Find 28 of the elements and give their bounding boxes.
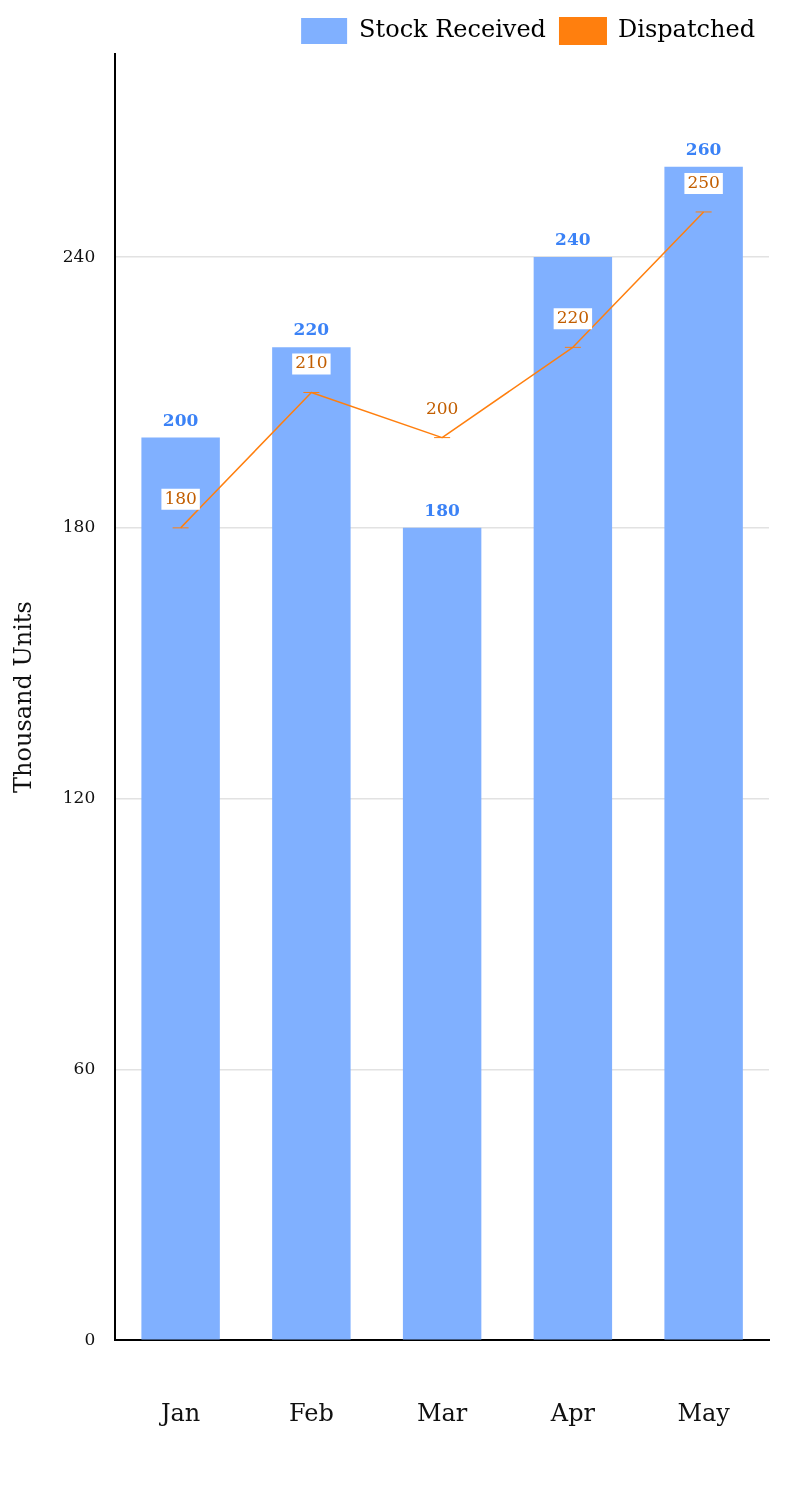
data-label: 260	[685, 138, 722, 159]
data-label: 200	[162, 409, 199, 430]
y-tick-label: 180	[62, 516, 96, 537]
y-tick-label: 60	[73, 1057, 96, 1078]
data-label: 250	[687, 171, 720, 192]
y-tick-label: 0	[84, 1328, 96, 1349]
x-tick-label: Feb	[288, 1398, 334, 1427]
x-tick-label: Jan	[157, 1398, 201, 1427]
data-label: 220	[293, 319, 330, 340]
data-label: 200	[425, 397, 459, 418]
legend-label: Dispatched	[617, 15, 755, 44]
y-axis-title: Thousand Units	[8, 601, 37, 793]
x-tick-label: May	[677, 1398, 731, 1427]
bar	[402, 527, 482, 1340]
x-tick-label: Apr	[549, 1398, 596, 1427]
legend-label: Stock Received	[359, 15, 546, 44]
data-label: 180	[164, 487, 197, 508]
y-tick-label: 240	[62, 245, 96, 266]
x-tick-label: Mar	[416, 1398, 468, 1427]
data-label: 240	[555, 229, 591, 250]
bar	[664, 166, 743, 1340]
bar	[533, 257, 613, 1340]
data-label: 180	[424, 499, 461, 520]
data-label: 220	[556, 307, 590, 328]
y-tick-label: 120	[62, 787, 96, 808]
bar	[272, 347, 351, 1340]
data-label: 210	[295, 352, 328, 373]
bar	[141, 437, 220, 1340]
